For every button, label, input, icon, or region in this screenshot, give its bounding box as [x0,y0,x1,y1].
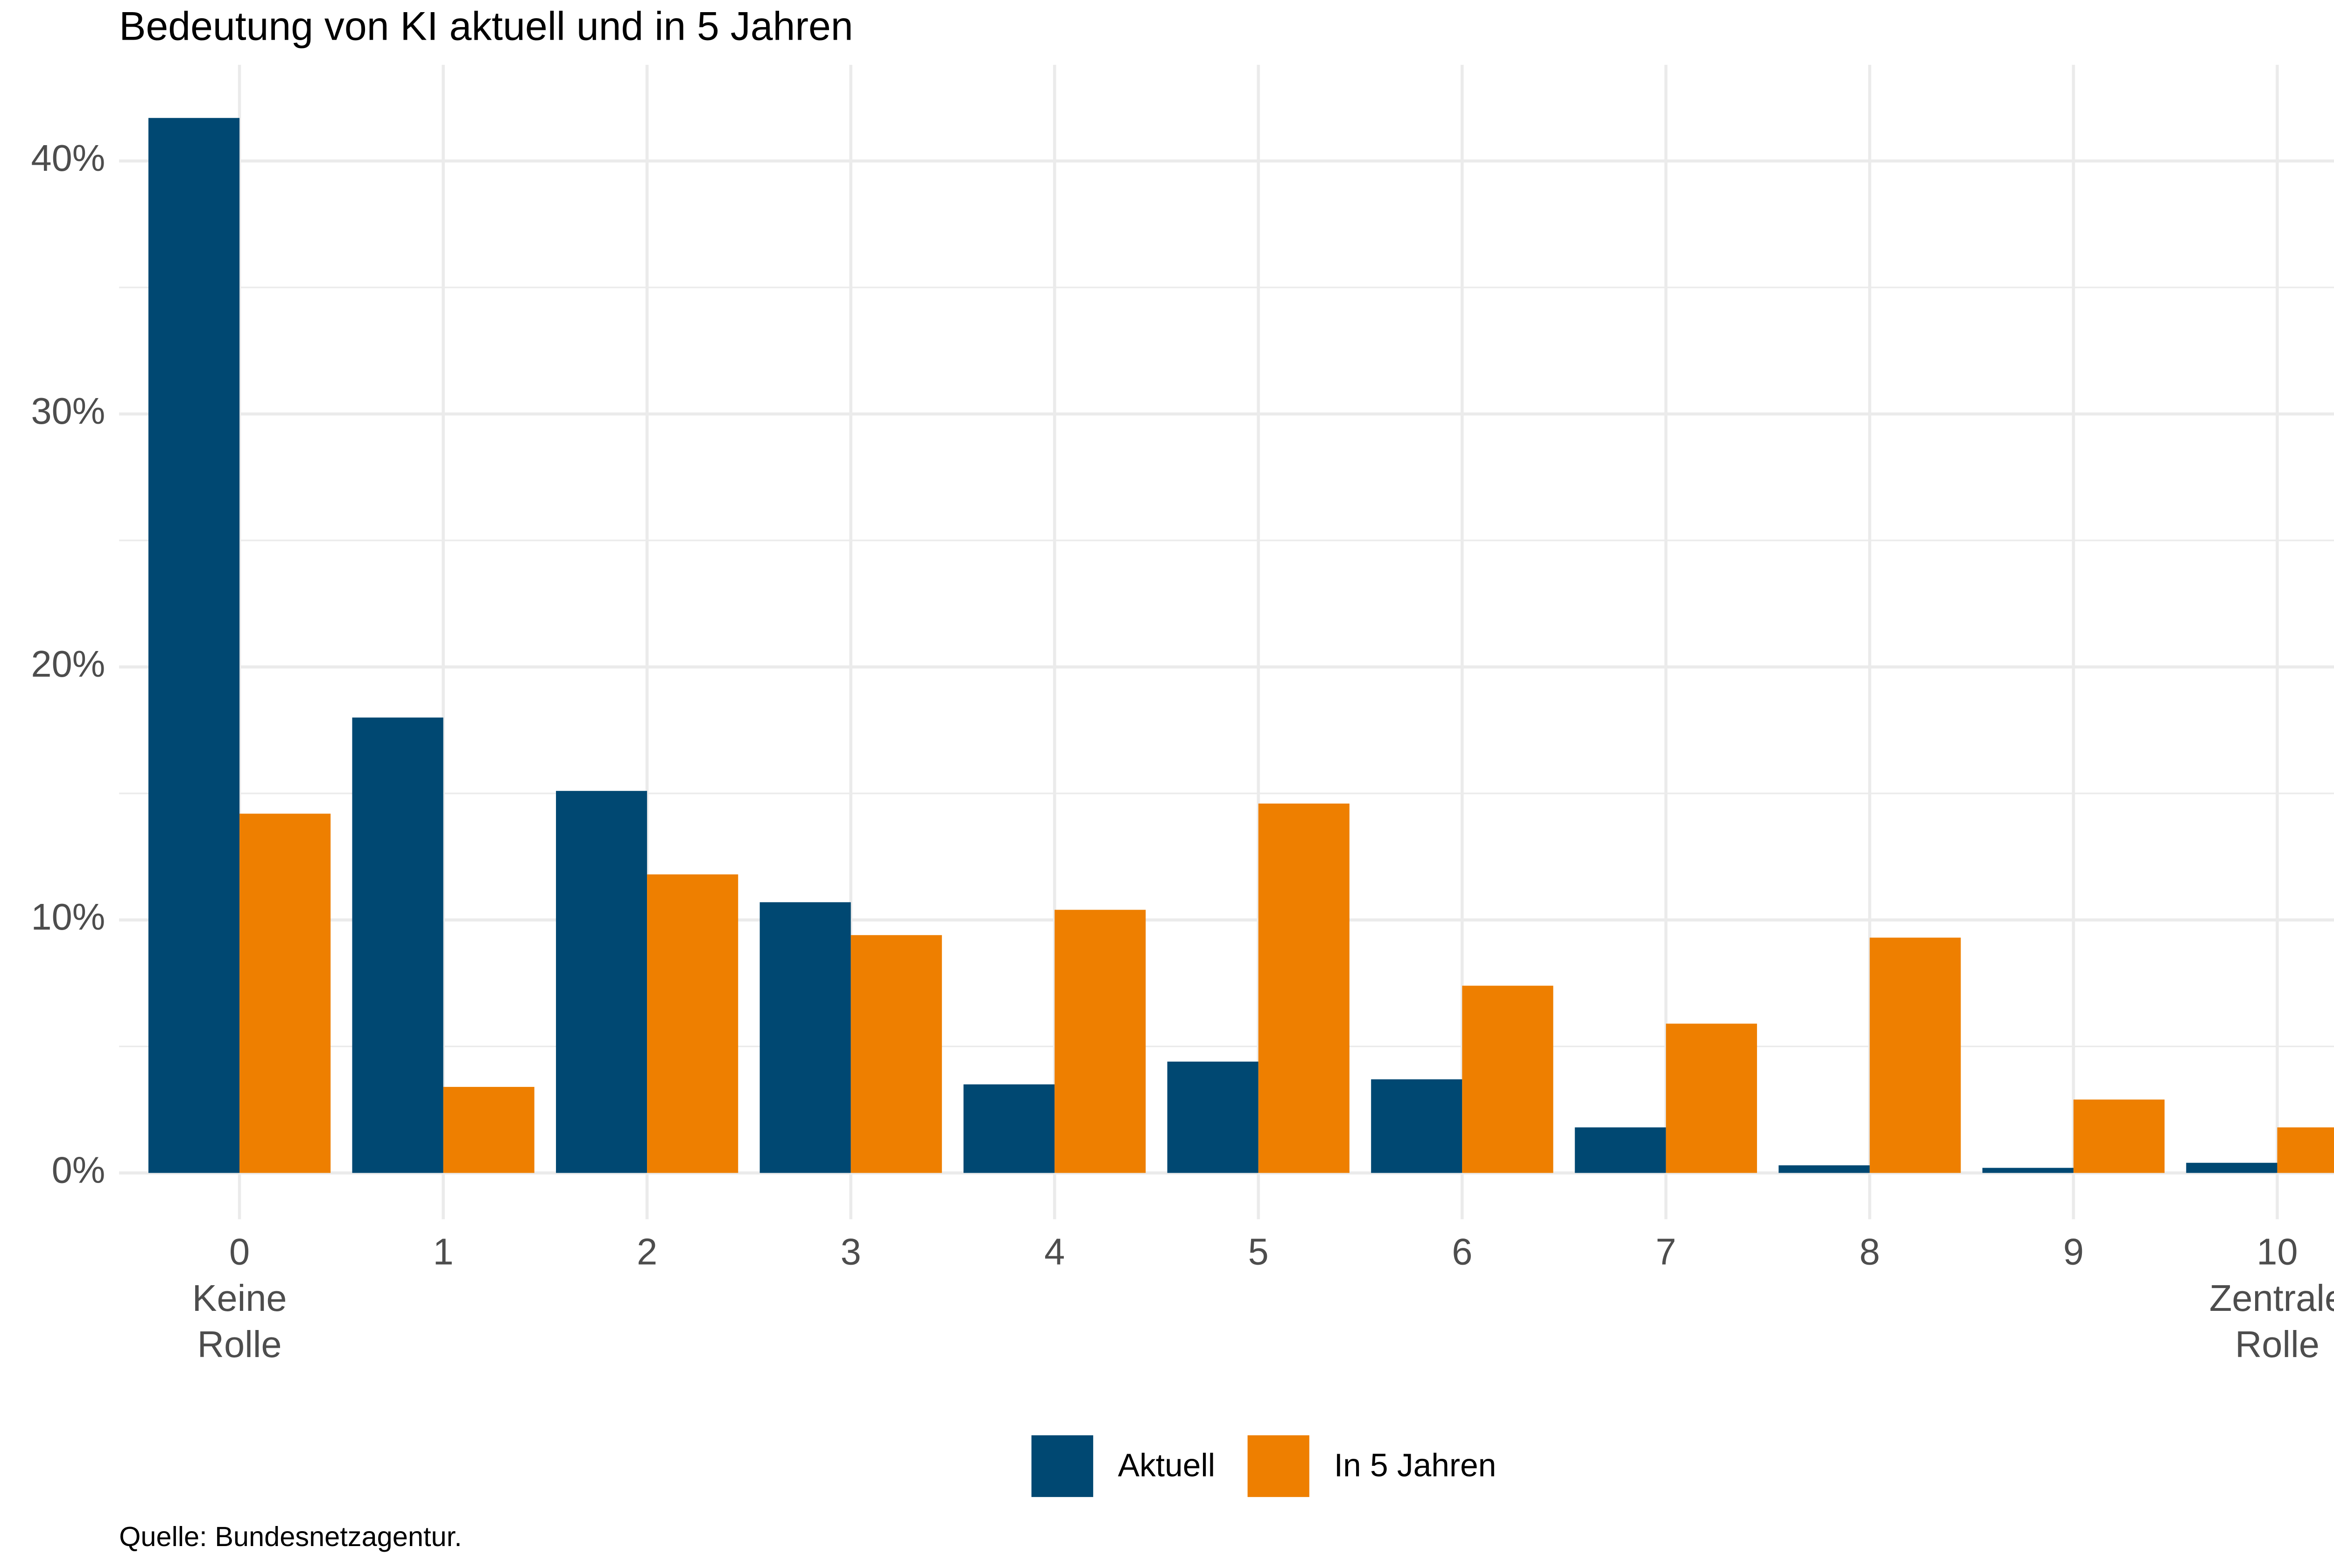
x-tick-label: 10 Zentrale Rolle [2209,1231,2334,1365]
x-tick-label: 9 [2063,1231,2084,1273]
bar [2073,1099,2165,1173]
legend-label: Aktuell [1118,1447,1215,1483]
bar [1982,1168,2074,1173]
bar [1371,1079,1462,1173]
x-tick-label: 8 [1859,1231,1880,1273]
chart-title: Bedeutung von KI aktuell und in 5 Jahren [119,4,853,49]
y-tick-label: 10% [31,896,105,938]
bar [963,1084,1055,1173]
legend-label: In 5 Jahren [1334,1447,1496,1483]
y-tick-label: 40% [31,137,105,179]
y-tick-label: 0% [52,1149,105,1190]
x-tick-label: 7 [1656,1231,1676,1273]
bar [556,791,647,1173]
bar [352,717,443,1173]
x-tick-label: 3 [841,1231,861,1273]
legend-swatch [1247,1435,1309,1497]
bar [1462,986,1554,1173]
bar [1779,1165,1870,1173]
y-tick-label: 30% [31,390,105,432]
bar [443,1087,534,1173]
bar [239,813,331,1173]
bar [1167,1061,1258,1173]
caption: Quelle: Bundesnetzagentur. [119,1521,462,1552]
x-tick-label: 5 [1248,1231,1269,1273]
bar [2277,1127,2334,1173]
legend-swatch [1031,1435,1093,1497]
bar [148,118,240,1173]
bar [1575,1127,1666,1173]
x-tick-label: 4 [1044,1231,1065,1273]
x-tick-label: 0 Keine Rolle [192,1231,287,1365]
x-tick-label: 1 [433,1231,454,1273]
bar [1870,938,1961,1173]
x-tick-label: 6 [1452,1231,1472,1273]
bar [759,902,851,1173]
bar [647,874,738,1173]
bar [851,935,942,1173]
x-tick-label: 2 [637,1231,657,1273]
bar [1666,1023,1757,1173]
bar [1258,803,1350,1173]
y-tick-label: 20% [31,643,105,685]
bar [1055,910,1146,1173]
bar [2186,1162,2278,1173]
